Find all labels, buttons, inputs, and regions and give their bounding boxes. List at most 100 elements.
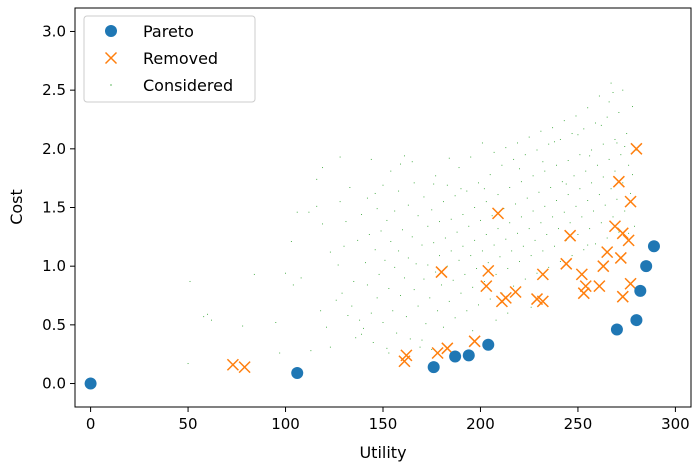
point-considered	[540, 130, 542, 132]
point-considered	[550, 187, 552, 188]
point-considered	[376, 297, 378, 299]
point-considered	[446, 265, 448, 267]
legend-label: Pareto	[143, 22, 194, 41]
point-considered	[207, 313, 209, 315]
point-considered	[452, 279, 454, 281]
point-considered	[450, 218, 452, 220]
point-considered	[548, 266, 550, 268]
point-considered	[509, 187, 511, 188]
point-removed	[482, 264, 495, 277]
plot-marks	[84, 82, 660, 390]
point-considered	[290, 241, 292, 242]
point-considered	[365, 262, 366, 264]
point-considered	[511, 250, 513, 252]
x-tick-label: 100	[271, 415, 300, 433]
point-considered	[546, 234, 548, 235]
point-pareto	[610, 323, 623, 336]
point-removed	[597, 260, 610, 273]
point-considered	[598, 194, 600, 196]
y-tick-label: 1.0	[42, 257, 66, 275]
y-tick-label: 3.0	[42, 22, 66, 40]
point-considered	[540, 222, 542, 224]
point-considered	[211, 319, 212, 321]
point-considered	[407, 204, 409, 206]
point-considered	[203, 316, 205, 318]
x-tick-label: 200	[466, 415, 495, 433]
point-considered	[411, 236, 413, 238]
point-considered	[308, 211, 310, 213]
point-considered	[458, 259, 460, 261]
point-considered	[628, 164, 630, 166]
point-considered	[552, 216, 554, 218]
point-considered	[382, 322, 384, 323]
point-considered	[462, 245, 464, 247]
point-considered	[565, 183, 567, 185]
point-considered	[411, 161, 413, 163]
point-considered	[519, 168, 520, 170]
point-considered	[577, 134, 579, 136]
point-considered	[491, 215, 493, 217]
point-considered	[616, 142, 618, 144]
point-considered	[483, 280, 485, 282]
point-considered	[608, 158, 610, 160]
point-removed	[624, 195, 637, 208]
point-considered	[337, 264, 339, 266]
point-pareto	[640, 260, 653, 273]
point-considered	[536, 149, 538, 151]
point-considered	[435, 271, 437, 273]
point-considered	[612, 92, 614, 93]
point-pareto	[647, 240, 660, 253]
point-considered	[427, 264, 429, 266]
legend-marker-removed	[104, 51, 118, 65]
point-considered	[316, 205, 318, 207]
point-considered	[441, 284, 442, 286]
point-considered	[392, 310, 394, 312]
y-tick-label: 2.0	[42, 140, 66, 158]
point-considered	[480, 219, 481, 221]
point-considered	[413, 289, 415, 291]
point-removed	[601, 246, 614, 259]
point-considered	[361, 214, 363, 215]
point-considered	[481, 142, 483, 144]
point-considered	[612, 216, 614, 218]
point-considered	[593, 210, 594, 212]
point-considered	[517, 232, 518, 234]
point-considered	[478, 304, 479, 306]
point-considered	[614, 138, 616, 140]
point-considered	[497, 194, 499, 196]
point-considered	[398, 190, 400, 192]
legend-entry-removed: Removed	[104, 49, 218, 68]
point-considered	[407, 257, 409, 259]
point-considered	[587, 200, 589, 201]
point-considered	[439, 221, 440, 223]
point-pareto	[84, 377, 97, 390]
point-considered	[524, 278, 526, 280]
point-considered	[519, 261, 520, 262]
point-considered	[595, 243, 596, 245]
x-tick-label: 250	[564, 415, 593, 433]
point-removed	[612, 175, 625, 188]
point-pareto	[482, 338, 495, 351]
point-considered	[187, 363, 189, 365]
point-considered	[618, 231, 620, 233]
point-removed	[536, 268, 549, 281]
point-considered	[400, 295, 401, 296]
point-considered	[567, 194, 569, 196]
point-considered	[585, 170, 587, 172]
point-considered	[606, 116, 608, 118]
point-considered	[579, 154, 581, 156]
point-considered	[423, 278, 425, 280]
point-considered	[368, 234, 370, 235]
point-considered	[446, 184, 448, 186]
point-considered	[462, 214, 464, 215]
point-removed	[579, 280, 592, 293]
point-removed	[577, 287, 590, 300]
point-considered	[474, 207, 476, 208]
point-considered	[630, 192, 632, 194]
point-considered	[351, 305, 353, 307]
point-considered	[339, 156, 341, 158]
point-considered	[493, 244, 495, 246]
point-considered	[322, 167, 324, 169]
point-considered	[322, 223, 324, 225]
point-considered	[520, 216, 522, 218]
